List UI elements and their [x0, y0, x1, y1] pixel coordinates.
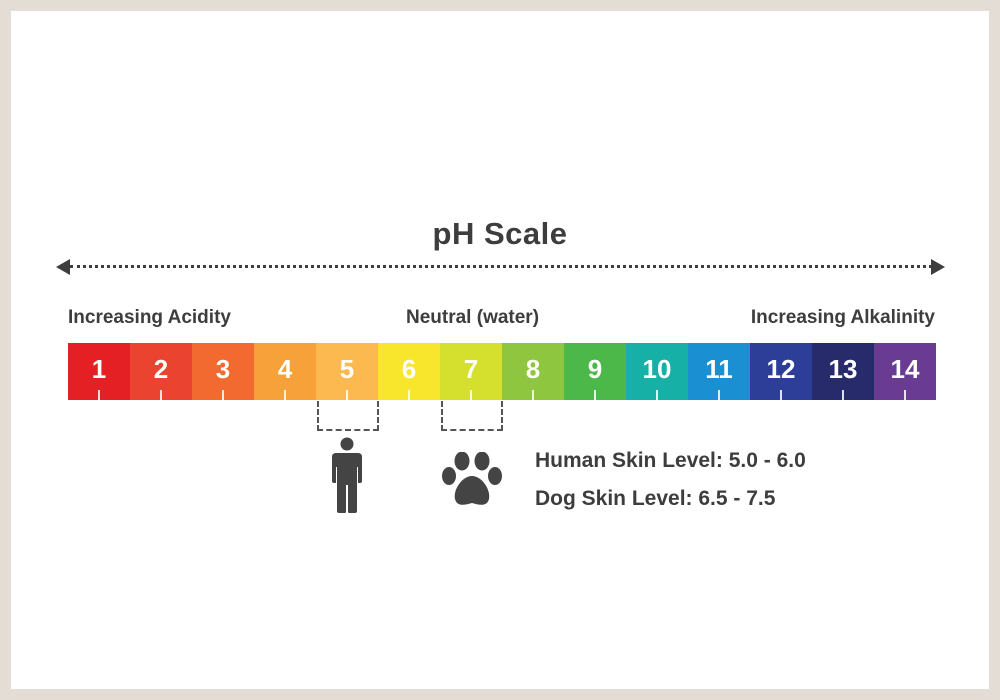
scale-tick	[160, 390, 162, 400]
dog-skin-level: Dog Skin Level: 6.5 - 7.5	[535, 487, 776, 510]
scale-tick	[470, 390, 472, 400]
scale-tick	[594, 390, 596, 400]
scale-tick	[780, 390, 782, 400]
ph-scale-bar: 1 2 3 4 5 6 7 8 9 10 11 12 13 14	[68, 343, 936, 400]
ph-value-label: 7	[463, 354, 479, 384]
scale-tick	[904, 390, 906, 400]
arrow-right-icon	[931, 259, 945, 275]
ph-value-label: 8	[525, 354, 541, 384]
ph-segment-2: 2	[130, 343, 192, 400]
person-icon	[330, 437, 364, 518]
ph-value-label: 14	[890, 354, 920, 384]
ph-segment-7: 7	[440, 343, 502, 400]
ph-value-label: 6	[401, 354, 417, 384]
ph-segment-4: 4	[254, 343, 316, 400]
scale-tick	[284, 390, 286, 400]
ph-segment-9: 9	[564, 343, 626, 400]
scale-tick	[222, 390, 224, 400]
scale-tick	[346, 390, 348, 400]
ph-segment-14: 14	[874, 343, 936, 400]
diagram-title: pH Scale	[432, 216, 568, 251]
ph-segment-5: 5	[316, 343, 378, 400]
scale-tick	[718, 390, 720, 400]
ph-segment-8: 8	[502, 343, 564, 400]
scale-tick	[842, 390, 844, 400]
ph-segment-1: 1	[68, 343, 130, 400]
ph-segment-3: 3	[192, 343, 254, 400]
alkalinity-label: Increasing Alkalinity	[750, 307, 935, 328]
scale-tick	[98, 390, 100, 400]
ph-value-label: 9	[587, 354, 603, 384]
ph-value-label: 5	[339, 354, 355, 384]
ph-value-label: 11	[705, 354, 733, 384]
ph-value-label: 12	[766, 354, 796, 384]
ph-value-label: 2	[153, 354, 169, 384]
neutral-label: Neutral (water)	[406, 307, 540, 328]
ph-segment-11: 11	[688, 343, 750, 400]
scale-tick	[408, 390, 410, 400]
ph-segment-13: 13	[812, 343, 874, 400]
ph-value-label: 13	[828, 354, 858, 384]
ph-value-label: 1	[91, 354, 107, 384]
scale-tick	[532, 390, 534, 400]
human-skin-level: Human Skin Level: 5.0 - 6.0	[535, 449, 806, 472]
ph-segment-6: 6	[378, 343, 440, 400]
human-range-bracket	[317, 401, 379, 431]
scale-tick	[656, 390, 658, 400]
paw-icon	[440, 451, 504, 513]
ph-segment-12: 12	[750, 343, 812, 400]
acidity-label: Increasing Acidity	[68, 307, 231, 328]
ph-segment-10: 10	[626, 343, 688, 400]
dotted-arrow-line	[70, 265, 932, 268]
dog-range-bracket	[441, 401, 503, 431]
ph-value-label: 10	[642, 354, 672, 384]
ph-value-label: 3	[215, 354, 231, 384]
ph-value-label: 4	[277, 354, 293, 384]
arrow-left-icon	[56, 259, 70, 275]
